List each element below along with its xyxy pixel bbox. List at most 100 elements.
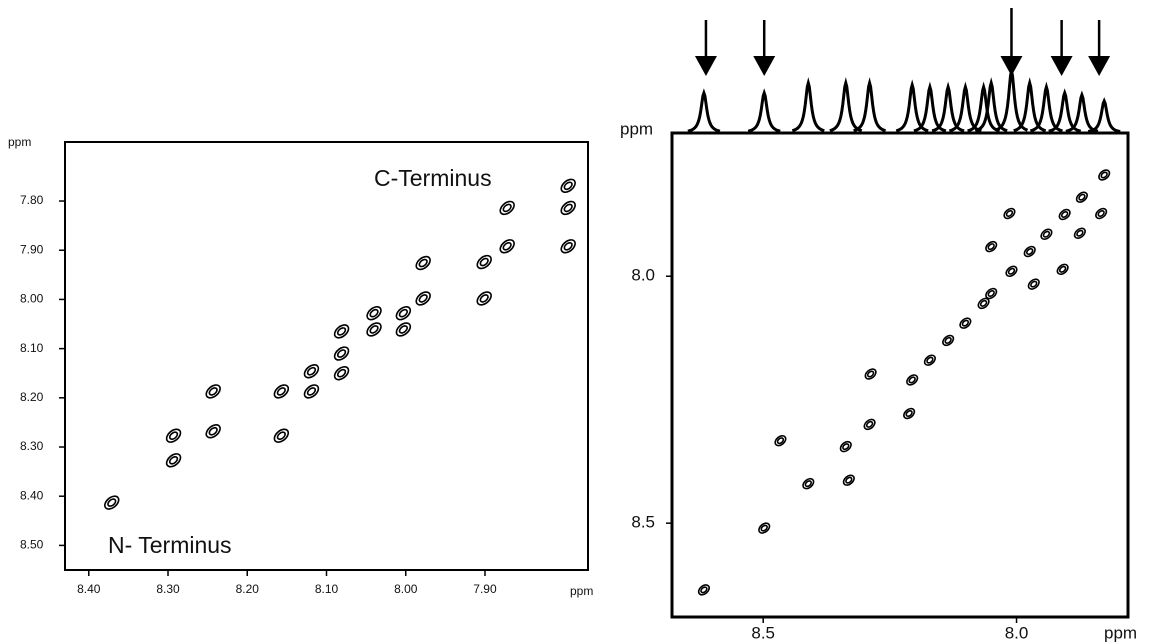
- cross-peak: [395, 322, 412, 337]
- x-tick-label: 8.20: [236, 582, 260, 596]
- peak-contour: [903, 407, 916, 420]
- projection-peak: [853, 77, 887, 133]
- peak-contour: [560, 200, 576, 216]
- projection-peak: [913, 81, 947, 133]
- peak-contour: [1007, 267, 1016, 275]
- cross-peak: [273, 428, 290, 443]
- cross-peak: [333, 366, 350, 381]
- peak-contour: [1060, 210, 1069, 218]
- plot-frame: [64, 141, 589, 571]
- projection-peak: [1029, 81, 1063, 133]
- peak-contour: [942, 334, 955, 347]
- peak-contour: [700, 586, 708, 594]
- peak-contour: [985, 240, 998, 253]
- peak-contour: [1078, 193, 1086, 201]
- cross-peak: [560, 239, 576, 254]
- peak-contour: [1097, 209, 1105, 218]
- peak-contour: [366, 322, 382, 337]
- cross-peak: [499, 239, 515, 254]
- peak-contour: [168, 455, 179, 465]
- cross-peak: [959, 317, 972, 329]
- peak-contour: [306, 387, 317, 396]
- cross-peak: [104, 495, 120, 510]
- cross-peak: [560, 200, 576, 216]
- peak-contour: [205, 424, 221, 439]
- peak-contour: [959, 317, 972, 329]
- x-tick-label: 8.10: [315, 582, 339, 596]
- peak-contour: [804, 480, 812, 488]
- cross-peak: [476, 254, 492, 270]
- peak-contour: [366, 305, 382, 321]
- cross-peak: [1005, 265, 1018, 278]
- cross-peak: [1003, 207, 1016, 220]
- projection-peak: [948, 81, 982, 133]
- peak-contour: [1026, 248, 1034, 256]
- cross-peak: [273, 384, 290, 399]
- peak-contour: [276, 431, 286, 441]
- peak-contour: [369, 325, 379, 334]
- peak-contour: [1100, 171, 1108, 179]
- peak-contour: [864, 368, 877, 380]
- peak-contour: [303, 364, 320, 379]
- y-tick-label: 8.30: [20, 439, 44, 453]
- peak-contour: [842, 474, 855, 486]
- y-tick-label: 8.00: [20, 292, 44, 306]
- peak-contour: [1073, 227, 1086, 239]
- cross-peak: [758, 522, 771, 534]
- peak-contour: [905, 410, 913, 418]
- peak-contour: [842, 443, 850, 451]
- peak-contour: [1058, 208, 1071, 221]
- annotation: N- Terminus: [108, 532, 232, 558]
- projection-peak: [931, 81, 965, 133]
- cross-peak: [303, 384, 320, 399]
- peak-contour: [1098, 169, 1111, 181]
- peak-contour: [104, 495, 120, 510]
- peak-contour: [499, 239, 515, 254]
- cross-peak: [1027, 278, 1040, 290]
- projection-peak: [687, 88, 721, 133]
- cross-peak: [774, 434, 787, 447]
- projection-peak: [829, 77, 863, 133]
- cross-peak: [864, 368, 877, 380]
- arrow-head: [753, 56, 776, 76]
- projection-peak: [895, 79, 929, 133]
- x-tick-label: 8.5: [751, 623, 775, 642]
- cross-peak: [985, 240, 998, 253]
- peak-contour: [208, 426, 218, 436]
- peak-contour: [276, 387, 286, 396]
- peak-contour: [1030, 280, 1038, 288]
- projection-peak: [1013, 77, 1047, 133]
- peak-contour: [563, 181, 573, 191]
- peak-contour: [560, 178, 576, 193]
- cross-peak: [906, 374, 919, 386]
- cross-peak: [1075, 191, 1088, 203]
- y-tick-label: 8.10: [20, 341, 44, 355]
- peak-contour: [961, 319, 970, 327]
- peak-contour: [418, 294, 428, 303]
- peak-contour: [165, 453, 182, 468]
- peak-contour: [774, 434, 787, 447]
- cross-peak: [415, 291, 431, 306]
- peak-contour: [802, 477, 815, 490]
- peak-contour: [479, 294, 489, 303]
- peak-contour: [563, 203, 573, 213]
- peak-contour: [926, 356, 934, 364]
- peak-contour: [205, 384, 221, 399]
- cross-peak: [863, 418, 876, 431]
- peak-contour: [987, 290, 995, 298]
- cross-peak: [205, 384, 221, 399]
- arrow: [1088, 20, 1111, 76]
- y-tick-label: 7.80: [20, 193, 44, 207]
- peak-contour: [1042, 230, 1051, 238]
- peak-contour: [1003, 207, 1016, 220]
- peak-contour: [1040, 228, 1053, 240]
- peak-contour: [398, 325, 408, 334]
- arrow-head: [694, 56, 717, 76]
- arrow: [694, 20, 717, 76]
- cross-peak: [560, 178, 576, 193]
- cross-peak: [366, 305, 382, 321]
- cross-peak: [1058, 208, 1071, 221]
- arrow: [1050, 20, 1073, 76]
- peak-contour: [415, 255, 431, 271]
- cross-peak: [942, 334, 955, 347]
